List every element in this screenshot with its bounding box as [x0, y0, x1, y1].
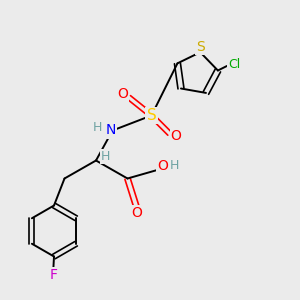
Text: N: N	[106, 124, 116, 137]
Text: O: O	[157, 159, 168, 173]
Text: S: S	[196, 40, 205, 54]
Text: O: O	[117, 88, 128, 101]
Text: O: O	[131, 206, 142, 220]
Text: H: H	[170, 159, 179, 172]
Text: F: F	[50, 268, 57, 282]
Text: Cl: Cl	[228, 58, 241, 71]
Text: H: H	[93, 121, 102, 134]
Text: H: H	[101, 150, 110, 164]
Text: S: S	[147, 108, 156, 123]
Text: O: O	[171, 130, 182, 143]
